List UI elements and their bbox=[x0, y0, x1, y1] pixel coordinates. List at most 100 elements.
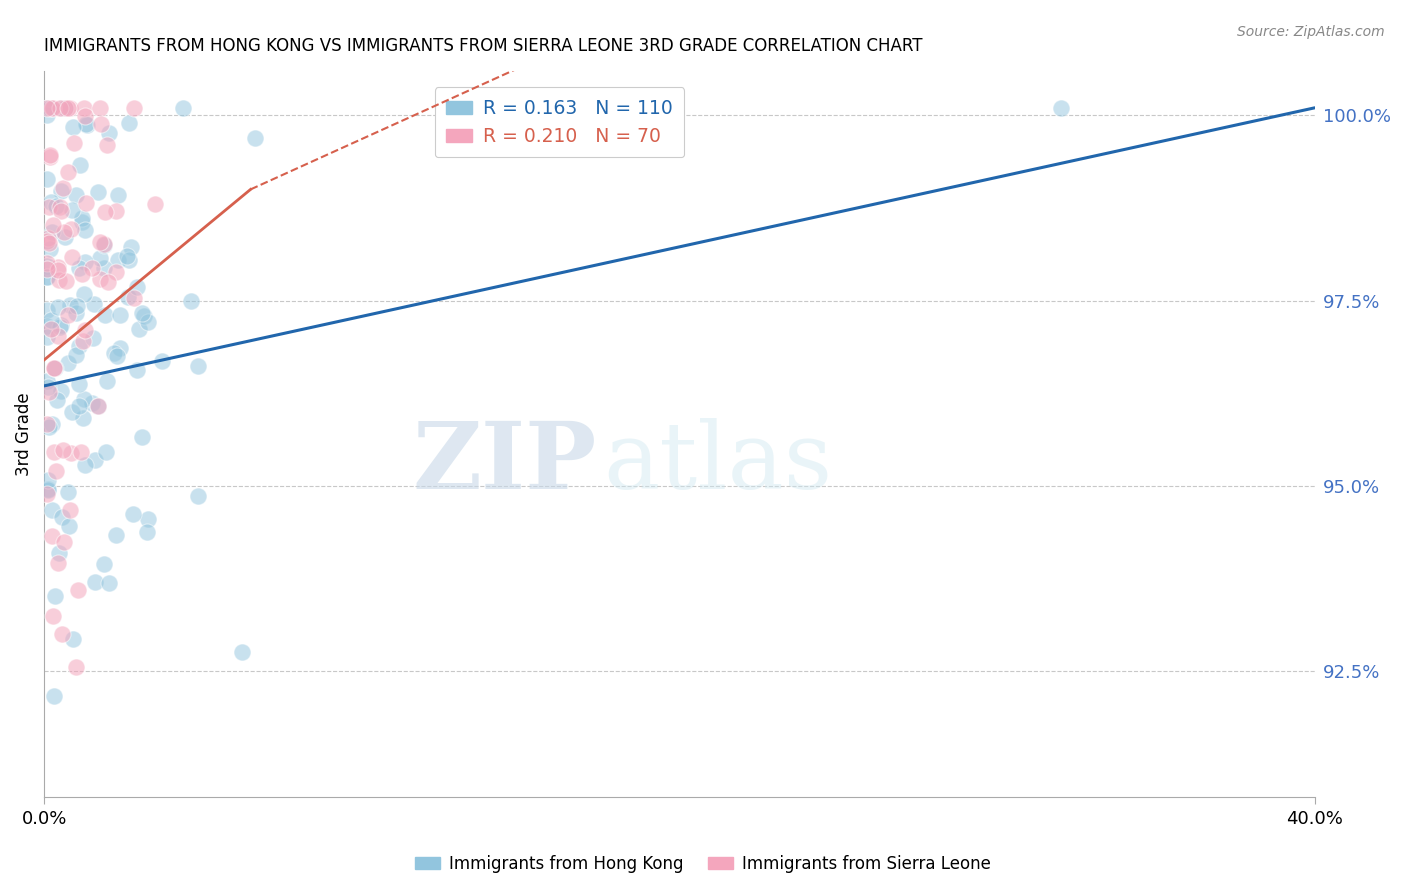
Point bbox=[65, 187, 87, 202]
Point bbox=[56, 308, 79, 322]
Point bbox=[84, 575, 107, 590]
Point bbox=[73, 255, 96, 269]
Point bbox=[63, 136, 86, 150]
Point bbox=[65, 348, 87, 362]
Point bbox=[83, 297, 105, 311]
Point bbox=[37, 380, 59, 394]
Point bbox=[67, 377, 90, 392]
Point bbox=[75, 109, 97, 123]
Point bbox=[58, 519, 80, 533]
Point bbox=[122, 101, 145, 115]
Point bbox=[128, 322, 150, 336]
Point bbox=[172, 101, 194, 115]
Point bbox=[48, 273, 70, 287]
Point bbox=[53, 101, 76, 115]
Point bbox=[37, 262, 59, 277]
Point bbox=[108, 341, 131, 355]
Point bbox=[37, 259, 59, 273]
Point bbox=[60, 250, 83, 264]
Point bbox=[53, 101, 76, 115]
Point bbox=[93, 236, 115, 251]
Point bbox=[105, 204, 128, 219]
Point bbox=[37, 172, 59, 186]
Point bbox=[37, 101, 59, 115]
Point bbox=[38, 420, 60, 434]
Point bbox=[131, 429, 153, 443]
Point bbox=[41, 529, 63, 543]
Point bbox=[49, 204, 72, 219]
Point bbox=[62, 632, 84, 646]
Point bbox=[231, 645, 253, 659]
Point bbox=[104, 527, 127, 541]
Point bbox=[75, 223, 97, 237]
Point bbox=[44, 361, 66, 376]
Point bbox=[115, 249, 138, 263]
Point bbox=[49, 200, 72, 214]
Point bbox=[37, 269, 59, 284]
Point bbox=[44, 589, 66, 603]
Point bbox=[75, 196, 97, 211]
Legend: R = 0.163   N = 110, R = 0.210   N = 70: R = 0.163 N = 110, R = 0.210 N = 70 bbox=[434, 87, 685, 157]
Point bbox=[107, 253, 129, 268]
Point bbox=[37, 230, 59, 244]
Point bbox=[66, 299, 89, 313]
Point bbox=[66, 582, 89, 597]
Point bbox=[46, 262, 69, 277]
Point bbox=[180, 294, 202, 309]
Point bbox=[89, 272, 111, 286]
Point bbox=[90, 117, 112, 131]
Point bbox=[98, 576, 121, 591]
Point bbox=[49, 184, 72, 198]
Point bbox=[45, 199, 67, 213]
Point bbox=[187, 359, 209, 373]
Point bbox=[41, 225, 63, 239]
Y-axis label: 3rd Grade: 3rd Grade bbox=[15, 392, 32, 476]
Point bbox=[49, 101, 72, 115]
Point bbox=[145, 197, 167, 211]
Point bbox=[56, 355, 79, 369]
Point bbox=[41, 101, 63, 115]
Point bbox=[49, 318, 72, 332]
Point bbox=[73, 287, 96, 301]
Point bbox=[243, 131, 266, 145]
Point bbox=[37, 318, 59, 333]
Point bbox=[49, 319, 72, 334]
Point bbox=[87, 399, 110, 413]
Point bbox=[37, 482, 59, 496]
Point bbox=[70, 211, 93, 225]
Legend: Immigrants from Hong Kong, Immigrants from Sierra Leone: Immigrants from Hong Kong, Immigrants fr… bbox=[409, 848, 997, 880]
Point bbox=[51, 510, 73, 524]
Point bbox=[122, 291, 145, 305]
Point bbox=[39, 101, 62, 115]
Point bbox=[38, 200, 60, 214]
Point bbox=[46, 300, 69, 314]
Point bbox=[42, 360, 65, 375]
Point bbox=[118, 253, 141, 268]
Point bbox=[73, 458, 96, 473]
Point bbox=[82, 331, 104, 345]
Point bbox=[97, 275, 120, 289]
Point bbox=[39, 312, 62, 326]
Point bbox=[120, 240, 142, 254]
Point bbox=[82, 396, 104, 410]
Point bbox=[59, 221, 82, 235]
Point bbox=[93, 308, 115, 322]
Point bbox=[72, 214, 94, 228]
Point bbox=[67, 261, 90, 276]
Point bbox=[72, 101, 94, 115]
Point bbox=[103, 346, 125, 360]
Point bbox=[1049, 101, 1071, 115]
Point bbox=[39, 322, 62, 336]
Point bbox=[87, 185, 110, 199]
Point bbox=[42, 444, 65, 458]
Point bbox=[59, 101, 82, 115]
Point bbox=[51, 101, 73, 115]
Point bbox=[108, 308, 131, 322]
Point bbox=[37, 101, 59, 115]
Point bbox=[46, 556, 69, 570]
Point bbox=[150, 353, 173, 368]
Point bbox=[53, 230, 76, 244]
Point bbox=[89, 101, 111, 115]
Point bbox=[75, 323, 97, 337]
Point bbox=[37, 417, 59, 431]
